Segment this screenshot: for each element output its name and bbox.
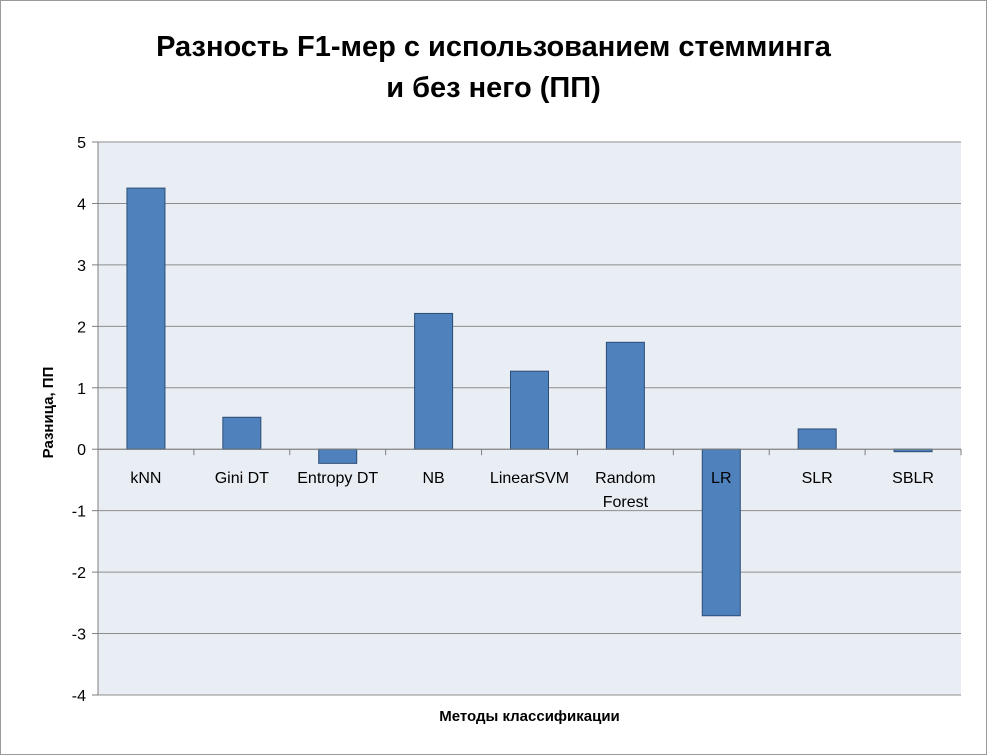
chart-title-line-1: Разность F1-мер с использованием стеммин… (156, 31, 831, 63)
category-label: Gini DT (215, 470, 269, 487)
chart-title-line-2: и без него (ПП) (386, 72, 601, 104)
labels: 5 4 3 2 1 0 -1 -2 -3 -4 kNN Gini DT Entropy DT NB Line… (72, 135, 934, 705)
category-label: LinearSVM (490, 470, 569, 487)
bar (701, 448, 741, 617)
y-tick-label: 3 (77, 258, 86, 275)
bar (414, 312, 454, 450)
bar (510, 370, 549, 450)
bar (318, 448, 358, 464)
category-label: SBLR (892, 470, 934, 487)
bar (797, 428, 837, 450)
y-tick-label: -2 (72, 565, 86, 582)
axes (92, 141, 962, 696)
bar (605, 341, 645, 450)
bar (126, 187, 166, 450)
y-tick-label: -3 (72, 627, 86, 644)
y-tick-label: 5 (77, 135, 86, 152)
chart-title: Разность F1-мер с использованием стеммин… (1, 27, 986, 109)
category-label: NB (422, 470, 444, 487)
category-label: SLR (802, 470, 833, 487)
bars (126, 187, 933, 617)
y-tick-label: -4 (72, 688, 86, 705)
y-tick-label: 0 (77, 442, 86, 459)
y-tick-label: 2 (77, 319, 86, 336)
y-axis-title: Разница, ПП (40, 367, 57, 459)
y-tick-label: 4 (77, 196, 86, 213)
category-label: Random Forest (595, 470, 655, 511)
category-label: LR (711, 470, 731, 487)
y-tick-label: 1 (77, 381, 86, 398)
x-axis-title: Методы классификации (439, 708, 620, 725)
category-label: kNN (130, 470, 161, 487)
y-tick-label: -1 (72, 504, 86, 521)
category-label: Entropy DT (297, 470, 378, 487)
bar (222, 416, 262, 450)
